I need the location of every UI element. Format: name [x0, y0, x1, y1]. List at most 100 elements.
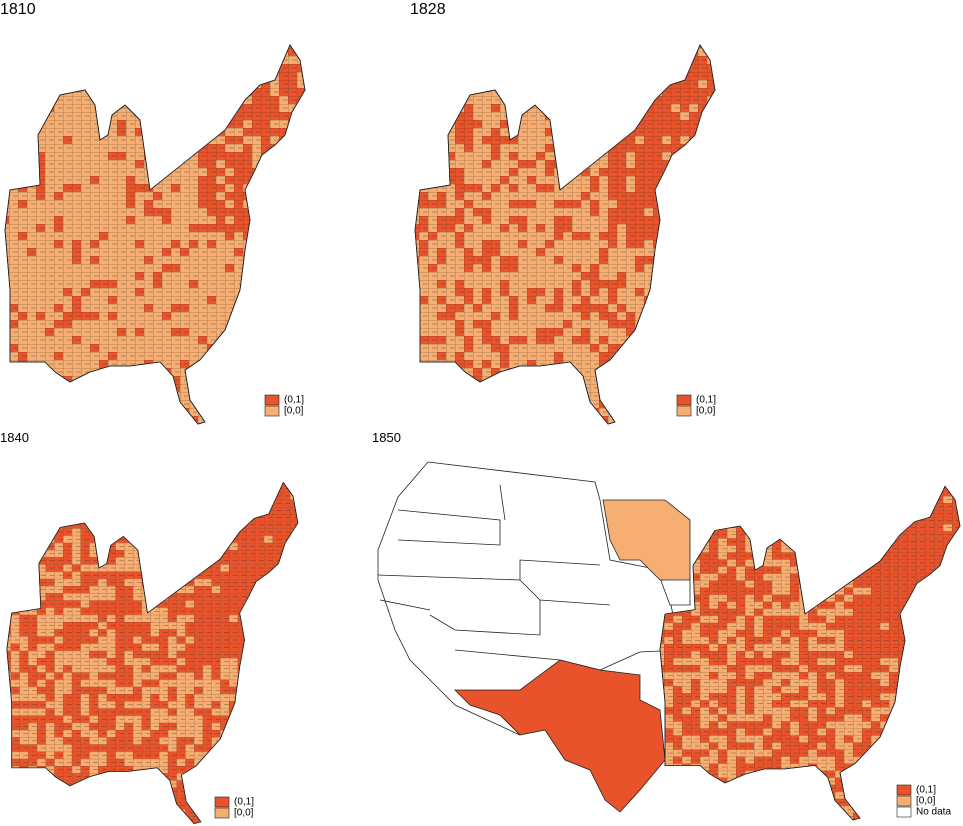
county — [80, 802, 90, 810]
county — [115, 506, 125, 514]
county — [889, 777, 898, 785]
county — [599, 48, 608, 56]
county — [194, 492, 203, 500]
county — [781, 510, 790, 518]
county — [252, 176, 261, 184]
county — [853, 524, 862, 532]
county — [880, 770, 889, 778]
county — [700, 812, 709, 820]
county — [290, 737, 298, 745]
county — [617, 72, 626, 80]
county — [871, 812, 880, 820]
county — [272, 643, 282, 651]
county — [716, 56, 725, 64]
county — [288, 152, 297, 160]
county — [6, 701, 11, 709]
county — [6, 780, 11, 788]
county — [716, 160, 725, 168]
county — [106, 492, 116, 500]
county — [707, 168, 715, 176]
county — [18, 72, 27, 80]
county — [263, 737, 273, 745]
county — [306, 216, 315, 224]
county-lines — [5, 45, 305, 424]
county — [261, 184, 270, 192]
county — [299, 608, 308, 615]
county — [781, 486, 790, 490]
county — [159, 571, 168, 579]
county — [272, 586, 282, 594]
county — [150, 535, 160, 543]
county — [853, 531, 862, 539]
county — [662, 224, 671, 232]
county — [98, 485, 107, 493]
county — [36, 492, 46, 500]
county — [898, 679, 907, 687]
county — [71, 482, 81, 486]
county — [617, 88, 626, 96]
county — [237, 758, 247, 766]
county — [306, 96, 315, 104]
county — [898, 486, 907, 490]
county — [943, 622, 952, 630]
county — [781, 812, 790, 820]
county-lines — [415, 45, 715, 424]
county — [934, 763, 943, 771]
county — [135, 408, 144, 416]
county — [272, 593, 282, 601]
county — [952, 486, 960, 490]
county — [943, 658, 952, 666]
county — [853, 489, 862, 497]
county — [216, 112, 225, 120]
county — [288, 184, 297, 192]
county — [653, 48, 662, 56]
county — [297, 200, 305, 208]
county — [281, 564, 291, 572]
county — [272, 751, 282, 759]
county — [772, 510, 781, 518]
county — [279, 224, 288, 232]
county — [653, 56, 662, 64]
county — [826, 524, 835, 532]
county — [202, 521, 212, 529]
county — [437, 64, 446, 72]
county — [19, 802, 29, 810]
county — [880, 496, 889, 504]
county — [925, 486, 934, 490]
county — [202, 506, 212, 514]
county — [653, 64, 662, 72]
county — [281, 614, 291, 622]
county — [689, 192, 698, 200]
county — [297, 45, 305, 48]
county — [194, 766, 203, 774]
county — [952, 636, 960, 644]
county — [716, 88, 725, 96]
county — [437, 152, 446, 160]
county — [132, 809, 142, 817]
county — [691, 545, 700, 553]
county — [216, 408, 225, 416]
county — [626, 104, 635, 112]
county — [246, 482, 256, 486]
county — [279, 208, 288, 216]
county — [826, 510, 835, 518]
county — [509, 416, 518, 424]
county — [246, 485, 256, 493]
county — [279, 320, 288, 328]
county — [608, 104, 617, 112]
county — [290, 614, 298, 622]
county — [862, 510, 871, 518]
county — [707, 104, 715, 112]
county — [98, 780, 107, 788]
county — [263, 499, 273, 507]
county — [781, 524, 790, 532]
county — [907, 608, 916, 616]
legend-label: [0,0] — [234, 808, 254, 819]
county — [664, 489, 673, 497]
county — [790, 791, 799, 799]
county — [808, 573, 817, 581]
county — [237, 730, 247, 738]
county — [952, 580, 960, 588]
panel-title: 1840 — [0, 430, 29, 445]
county — [581, 128, 590, 136]
